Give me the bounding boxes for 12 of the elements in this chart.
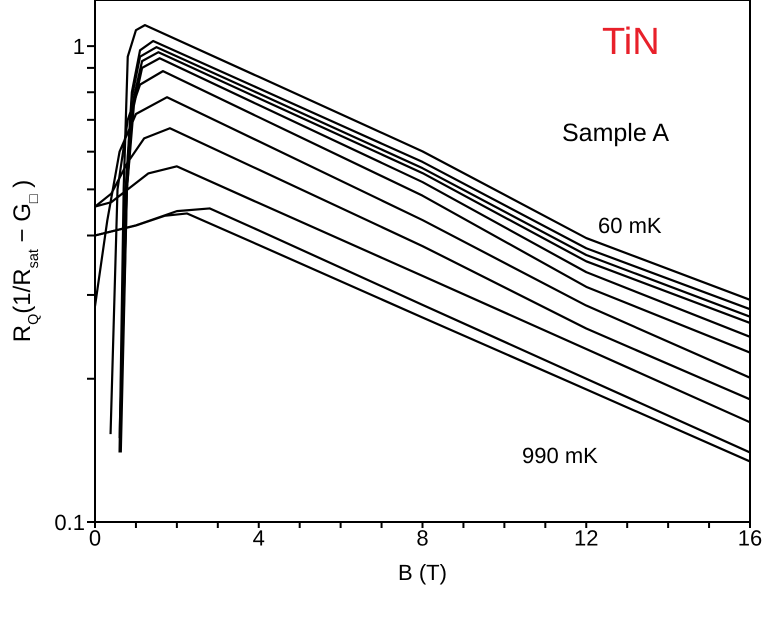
annotation: Sample A — [562, 118, 670, 148]
x-tick-label: 4 — [252, 526, 265, 551]
x-tick-label: 12 — [574, 526, 598, 551]
x-tick-label: 8 — [416, 526, 429, 551]
y-tick-label: 1 — [72, 34, 85, 59]
annotation: 60 mK — [598, 213, 662, 240]
y-tick-label: 0.1 — [54, 510, 85, 535]
annotation: TiN — [602, 20, 660, 65]
annotation: 990 mK — [522, 443, 598, 470]
x-tick-label: 16 — [738, 526, 762, 551]
x-tick-label: 0 — [88, 526, 102, 551]
x-axis-title: B (T) — [398, 560, 447, 585]
